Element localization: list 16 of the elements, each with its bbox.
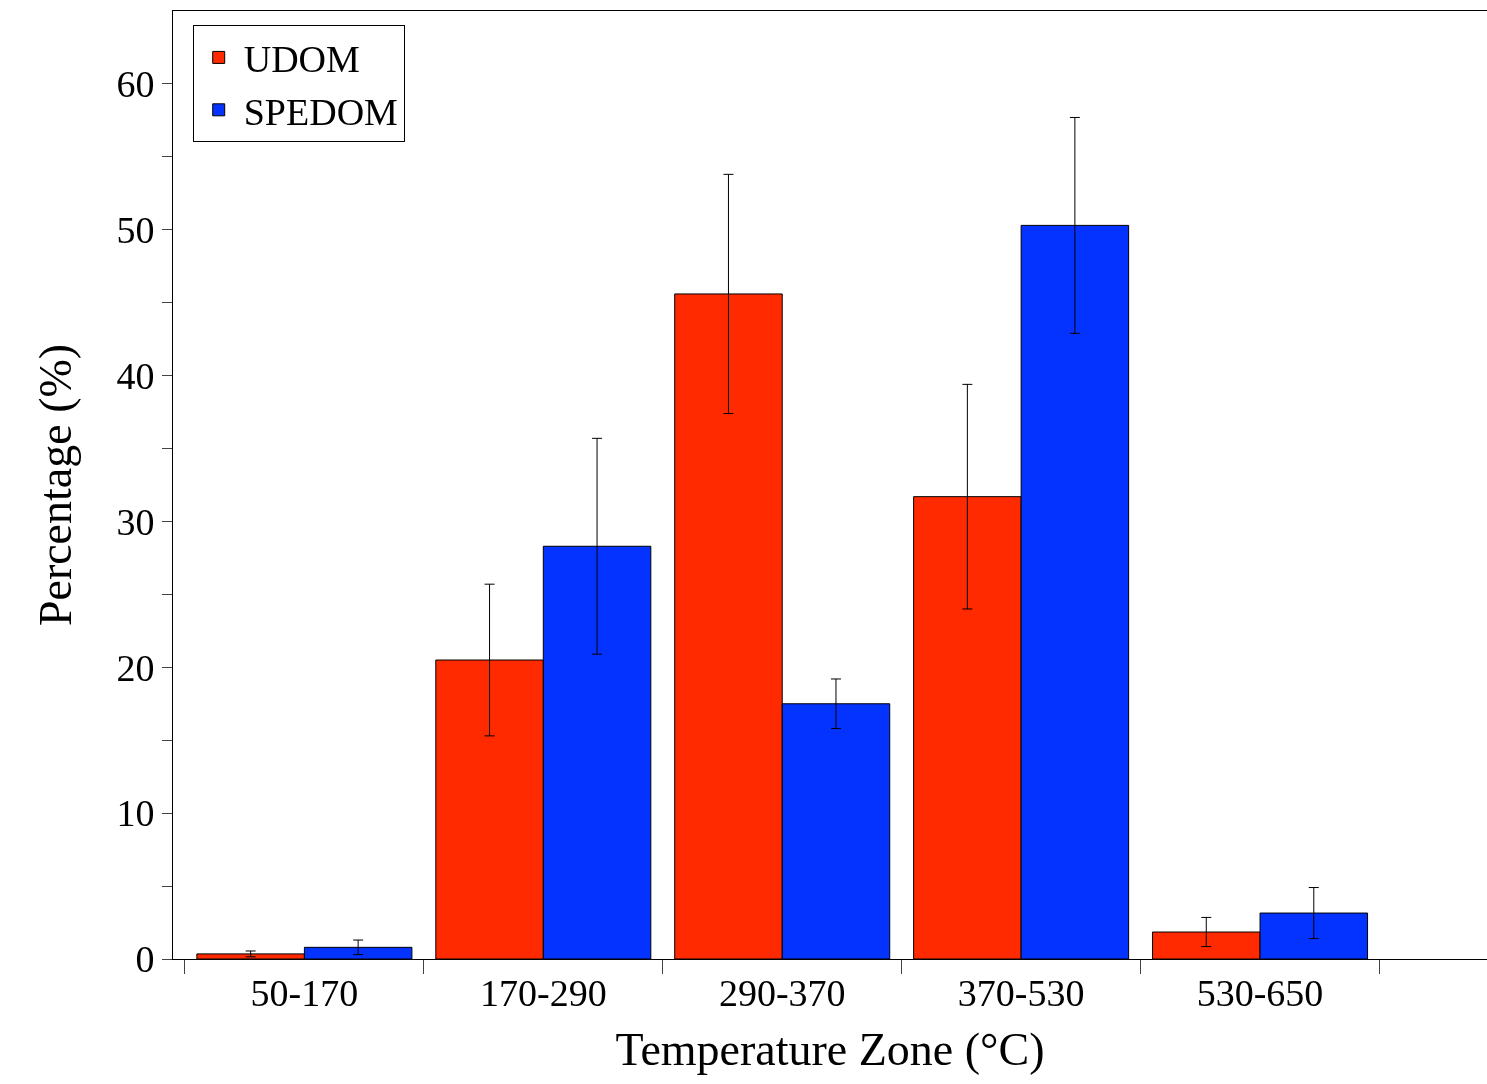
y-tick-label: 20 <box>116 646 155 689</box>
x-tick-label: 370-530 <box>957 971 1085 1014</box>
y-tick-label: 60 <box>116 63 155 106</box>
x-tick-label: 530-650 <box>1196 971 1324 1014</box>
y-tick-label: 50 <box>116 209 155 252</box>
legend-label: UDOM <box>243 38 360 81</box>
x-axis-title: Temperature Zone (°C) <box>615 1024 1045 1076</box>
legend-label: SPEDOM <box>243 90 398 133</box>
y-tick-label: 0 <box>135 938 155 981</box>
x-tick-label: 170-290 <box>479 971 607 1014</box>
y-tick-label: 10 <box>116 792 155 835</box>
x-tick-label: 290-370 <box>718 971 846 1014</box>
y-tick-label: 40 <box>116 354 155 397</box>
x-tick-label: 50-170 <box>250 971 359 1014</box>
y-axis-title: Percentage (%) <box>29 343 81 627</box>
y-tick-label: 30 <box>116 500 155 543</box>
